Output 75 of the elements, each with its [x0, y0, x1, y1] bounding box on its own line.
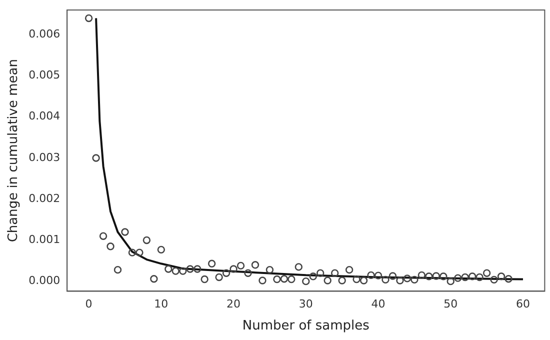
point: [136, 248, 144, 256]
point: [172, 267, 180, 275]
point: [142, 236, 151, 244]
point: [84, 14, 93, 22]
point: [316, 269, 324, 277]
point: [490, 276, 498, 284]
point: [244, 269, 252, 277]
y-tick-label: 0.004: [28, 110, 60, 123]
point: [440, 272, 448, 280]
point: [396, 276, 404, 284]
point: [230, 265, 238, 273]
point: [208, 260, 216, 268]
y-tick-label: 0.005: [28, 68, 60, 82]
x-tick-label: 20: [226, 298, 241, 311]
point: [157, 246, 166, 254]
point: [280, 275, 288, 283]
point: [504, 275, 512, 283]
point: [360, 276, 368, 284]
point: [215, 273, 223, 282]
point: [288, 275, 296, 284]
x-tick-label: 30: [298, 298, 313, 311]
point: [121, 228, 129, 236]
point: [418, 271, 426, 280]
point: [410, 276, 418, 284]
y-tick-label: 0.006: [28, 28, 60, 41]
point: [236, 262, 245, 270]
point: [330, 269, 339, 277]
point: [352, 275, 360, 284]
point: [294, 263, 303, 271]
point: [258, 276, 266, 284]
point: [338, 276, 346, 284]
x-tick-label: 50: [444, 298, 458, 311]
point: [222, 269, 230, 277]
x-tick-label: 60: [516, 298, 530, 311]
point: [446, 277, 454, 286]
y-tick-label: 0.002: [28, 192, 60, 205]
point: [497, 272, 506, 280]
point: [476, 273, 484, 282]
point: [186, 265, 194, 273]
point: [251, 261, 260, 269]
point: [345, 266, 354, 274]
point: [403, 274, 412, 282]
point: [324, 276, 332, 284]
point: [461, 273, 469, 282]
point: [200, 275, 208, 284]
point: [309, 272, 317, 280]
point: [482, 269, 491, 277]
point: [468, 272, 476, 280]
point: [164, 265, 172, 273]
y-axis-title: Change in cumulative mean: [6, 59, 22, 242]
point: [99, 232, 108, 240]
y-tick-label: 0.000: [28, 274, 60, 288]
point: [266, 266, 274, 274]
point: [150, 275, 158, 283]
point: [374, 272, 382, 280]
point: [388, 272, 397, 280]
point: [194, 265, 202, 273]
y-tick-label: 0.003: [28, 150, 60, 164]
point: [425, 272, 433, 280]
point: [179, 267, 187, 275]
point: [114, 266, 122, 274]
x-axis-title: Number of samples: [242, 318, 370, 334]
point: [92, 154, 100, 162]
x-tick-label: 0: [85, 298, 92, 311]
x-tick-label: 10: [154, 298, 168, 311]
point: [382, 276, 390, 284]
point: [128, 248, 136, 256]
point: [432, 272, 440, 280]
point: [302, 277, 310, 286]
y-tick-label: 0.001: [28, 233, 60, 246]
point: [106, 242, 114, 250]
x-tick-label: 40: [371, 298, 386, 311]
point: [367, 271, 375, 280]
point: [273, 275, 281, 284]
point: [454, 274, 462, 282]
